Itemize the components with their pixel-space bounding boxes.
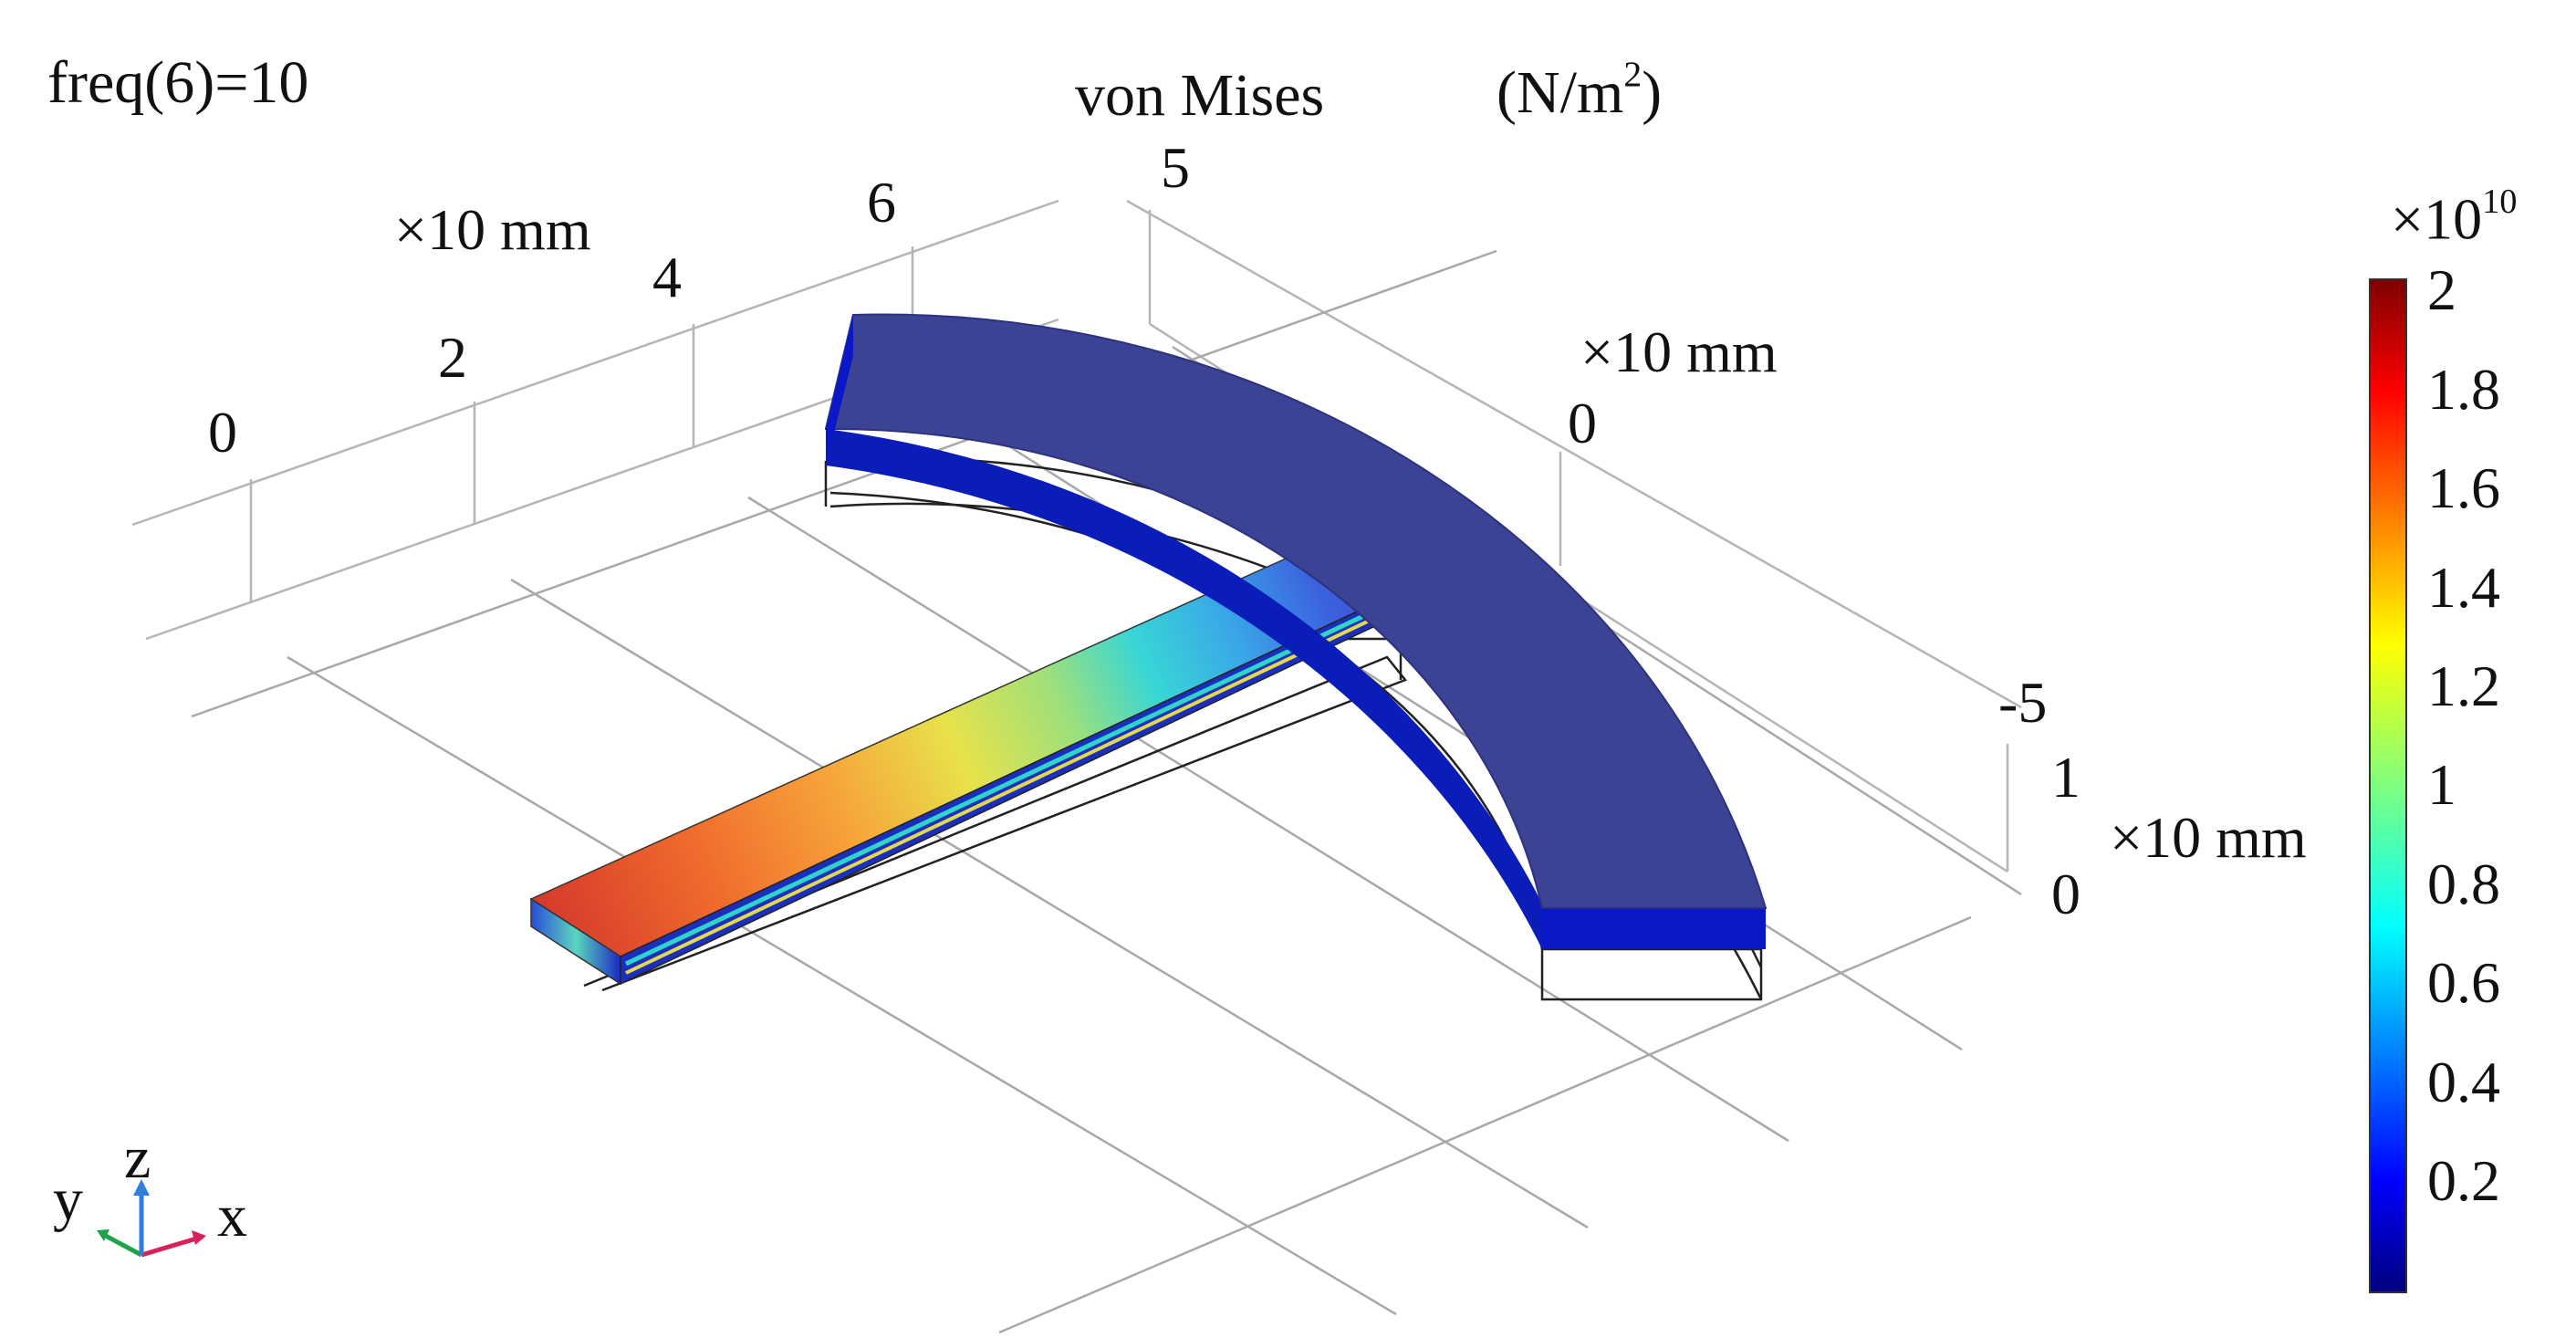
axis-triad: [97, 1179, 206, 1258]
colorbar-tick: 1.8: [2427, 357, 2500, 422]
z-axis-tick: 0: [2051, 862, 2081, 926]
y-axis-tick: 5: [1161, 135, 1190, 200]
colorbar-tick: 0.4: [2427, 1050, 2500, 1114]
colorbar-tick: 2: [2427, 257, 2456, 322]
colorbar-tick: 1.2: [2427, 653, 2500, 718]
x-axis-tick: 4: [652, 245, 682, 309]
x-axis-tick: 0: [208, 400, 237, 465]
ring-segment: [824, 313, 1768, 949]
triad-y-label: y: [53, 1166, 83, 1233]
colorbar-multiplier: ×1010: [2391, 183, 2518, 252]
triad-z-label: z: [124, 1124, 151, 1191]
z-axis-unit-label: ×10 mm: [2110, 805, 2307, 870]
z-axis-tick: 1: [2051, 745, 2081, 810]
triad-y-arrow: [100, 1231, 143, 1258]
x-axis-tick: 2: [438, 325, 467, 390]
colorbar-tick: 0.2: [2427, 1148, 2500, 1213]
colorbar-gradient: [2371, 280, 2405, 1291]
x-axis-unit-label: ×10 mm: [394, 197, 591, 262]
colorbar-tick: 1.6: [2427, 455, 2500, 520]
x-axis-tick: 6: [867, 170, 896, 235]
colorbar-tick: 0.6: [2427, 950, 2500, 1015]
colorbar: [2369, 278, 2407, 1293]
colorbar-tick: 1.4: [2427, 555, 2500, 620]
quantity-label: von Mises: [1075, 62, 1325, 129]
unit-label: (N/m2): [1497, 54, 1663, 126]
triad-x-arrow: [141, 1234, 203, 1258]
colorbar-tick: 0.8: [2427, 852, 2500, 916]
y-axis-tick: -5: [1998, 670, 2048, 735]
y-axis-tick: 0: [1568, 391, 1597, 455]
y-axis-unit-label: ×10 mm: [1580, 319, 1778, 384]
triad-x-label: x: [217, 1183, 247, 1249]
colorbar-tick: 1: [2427, 752, 2456, 817]
plot-label: freq(6)=10: [47, 49, 309, 116]
